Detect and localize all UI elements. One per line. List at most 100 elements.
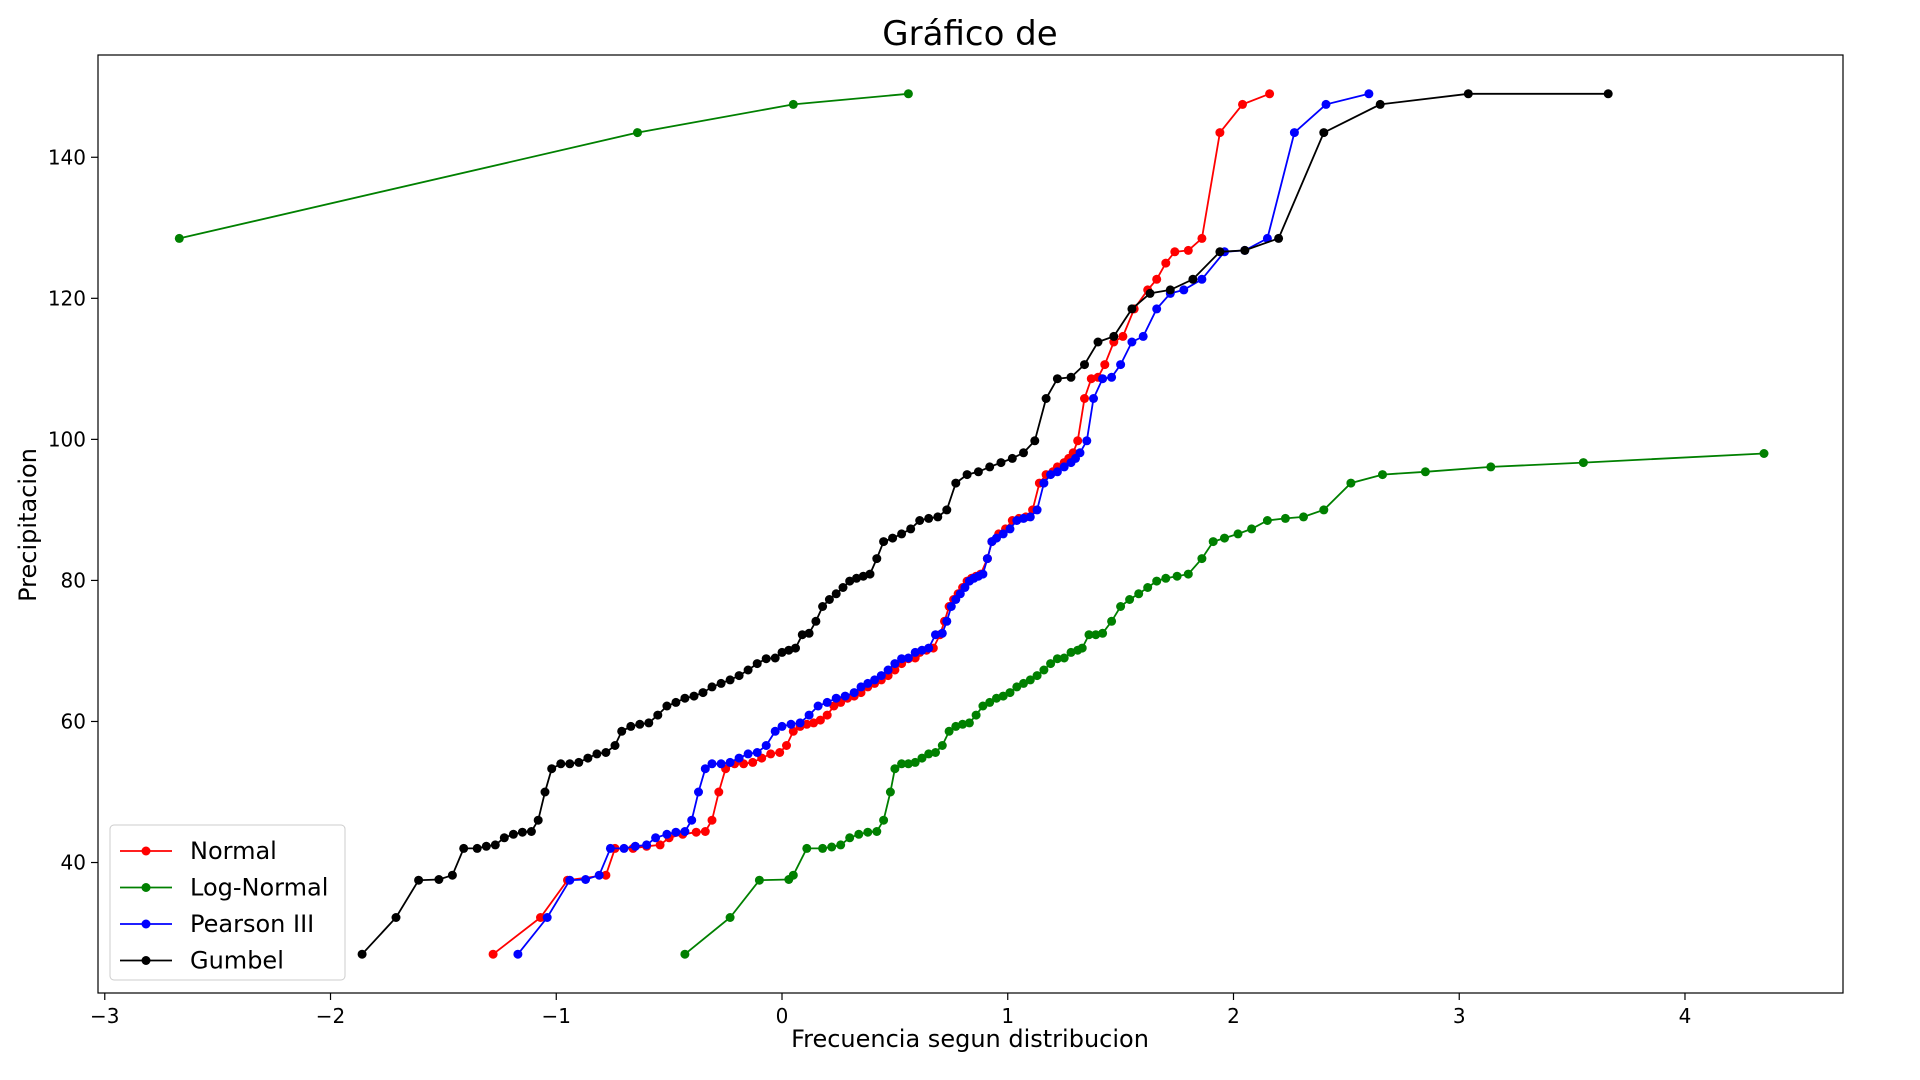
data-point-log-normal: [1084, 630, 1094, 640]
data-point-log-normal: [1039, 665, 1049, 675]
data-point-pearson-iii: [1089, 394, 1098, 403]
data-point-normal: [1118, 331, 1128, 341]
data-point-pearson-iii: [605, 843, 615, 853]
data-point-gumbel: [707, 682, 717, 692]
legend-item-log-normal: Log-Normal: [120, 874, 328, 902]
data-point-log-normal: [1299, 512, 1308, 522]
legend: Normal Log-Normal Pearson III Gumbel: [109, 824, 346, 981]
data-point-gumbel: [1127, 304, 1137, 314]
data-point-gumbel: [942, 505, 952, 515]
data-point-gumbel: [906, 524, 916, 534]
data-point-pearson-iii: [694, 787, 703, 797]
data-point-normal: [788, 726, 798, 736]
data-point-log-normal: [971, 710, 981, 720]
data-point-log-normal: [1319, 505, 1329, 515]
data-point-log-normal: [903, 89, 913, 99]
data-point-log-normal: [1759, 449, 1769, 458]
data-point-gumbel: [804, 628, 814, 638]
data-point-gumbel: [635, 719, 645, 729]
data-point-pearson-iii: [960, 583, 970, 592]
data-point-gumbel: [490, 840, 500, 850]
data-point-normal: [890, 665, 900, 675]
data-point-pearson-iii: [1075, 448, 1085, 458]
data-point-pearson-iii: [840, 691, 850, 701]
x-tick-label: 3: [1453, 1004, 1466, 1028]
data-point-gumbel: [1109, 331, 1119, 341]
data-point-pearson-iii: [992, 533, 1001, 543]
data-point-normal: [700, 827, 710, 836]
data-point-gumbel: [574, 757, 584, 767]
data-point-log-normal: [1346, 478, 1356, 488]
data-point-log-normal: [854, 829, 864, 839]
data-point-gumbel: [434, 875, 444, 884]
data-point-normal: [1080, 394, 1089, 403]
data-point-pearson-iii: [998, 529, 1008, 539]
data-point-gumbel: [752, 659, 762, 669]
data-point-pearson-iii: [651, 833, 661, 843]
data-point-log-normal: [1032, 671, 1042, 681]
data-point-gumbel: [1041, 394, 1051, 403]
data-point-gumbel: [499, 833, 509, 843]
x-tick-label: 2: [1227, 1004, 1240, 1028]
data-point-log-normal: [1578, 458, 1588, 468]
data-point-gumbel: [556, 759, 566, 769]
data-point-pearson-iii: [662, 829, 672, 839]
data-point-gumbel: [852, 573, 861, 583]
data-point-pearson-iii: [1289, 128, 1299, 138]
data-point-pearson-iii: [761, 741, 771, 750]
data-point-pearson-iii: [813, 701, 823, 711]
data-point-gumbel: [1165, 285, 1175, 295]
data-point-log-normal: [964, 718, 974, 728]
data-point-log-normal: [1420, 467, 1430, 477]
data-point-pearson-iii: [513, 949, 523, 959]
data-point-normal: [1073, 436, 1083, 446]
data-point-log-normal: [951, 721, 961, 731]
data-point-pearson-iii: [687, 815, 697, 825]
data-point-normal: [782, 741, 791, 750]
x-tick-label: −2: [316, 1004, 345, 1028]
data-point-log-normal: [174, 233, 184, 243]
data-point-log-normal: [1098, 628, 1108, 638]
data-point-pearson-iii: [982, 554, 992, 564]
data-point-pearson-iii: [1059, 462, 1069, 472]
data-point-gumbel: [1093, 337, 1103, 347]
data-point-pearson-iii: [1025, 512, 1035, 522]
axes-layer: −3 −2 −1 0 1 2 3 4 40 60 80 100 120 140: [48, 145, 1692, 1028]
data-point-pearson-iii: [1152, 304, 1162, 314]
x-tick-label: −3: [90, 1004, 119, 1028]
data-point-pearson-iii: [725, 757, 735, 767]
data-point-normal: [488, 949, 498, 959]
data-point-log-normal: [1116, 602, 1126, 611]
data-point-gumbel: [1603, 89, 1613, 99]
data-point-log-normal: [1220, 533, 1229, 543]
data-point-log-normal: [680, 949, 690, 959]
data-point-gumbel: [662, 701, 672, 711]
data-point-pearson-iii: [743, 749, 753, 759]
x-tick-label: 1: [1001, 1004, 1014, 1028]
data-point-pearson-iii: [942, 616, 952, 626]
data-point-gumbel: [770, 653, 780, 663]
data-point-log-normal: [931, 748, 940, 757]
data-point-gumbel: [414, 875, 424, 885]
data-point-gumbel: [734, 671, 744, 681]
data-point-gumbel: [447, 870, 457, 880]
data-point-pearson-iii: [795, 718, 805, 728]
data-point-normal: [1170, 247, 1180, 257]
legend-box: [109, 824, 346, 981]
data-point-log-normal: [863, 827, 873, 837]
data-point-gumbel: [508, 829, 518, 839]
data-point-log-normal: [1005, 688, 1015, 698]
data-point-log-normal: [944, 726, 954, 736]
data-point-gumbel: [811, 616, 821, 626]
data-point-gumbel: [481, 841, 491, 851]
data-point-gumbel: [933, 512, 943, 522]
data-point-gumbel: [924, 513, 934, 523]
data-point-gumbel: [565, 759, 575, 769]
data-point-normal: [1215, 128, 1225, 138]
data-point-gumbel: [1145, 288, 1155, 298]
data-point-log-normal: [897, 759, 907, 769]
data-point-pearson-iii: [822, 697, 832, 707]
data-point-pearson-iii: [1046, 470, 1056, 480]
data-point-gumbel: [1319, 128, 1329, 138]
